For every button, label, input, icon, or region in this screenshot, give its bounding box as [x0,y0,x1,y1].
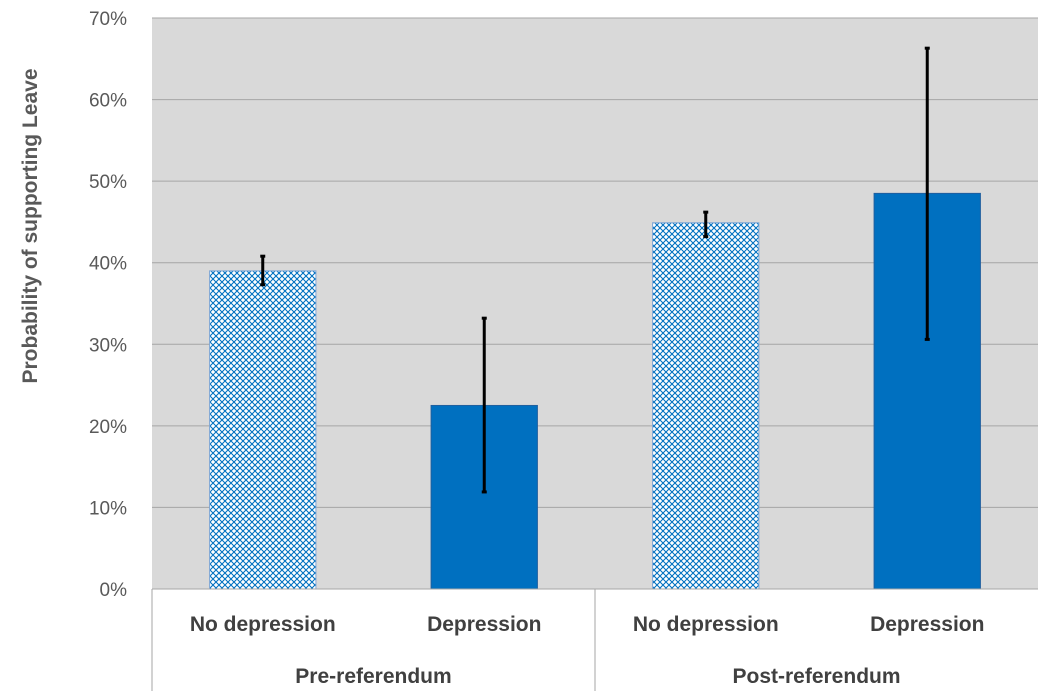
x-group-label: Pre-referendum [295,665,451,688]
x-category-label: Depression [870,613,984,636]
y-axis-label: Probability of supporting Leave [19,68,42,383]
y-axis-ticks: 0% 10% 20% 30% 40% 50% 60% 70% [89,9,127,601]
bar [209,270,317,590]
y-tick-label: 0% [100,580,128,601]
y-tick-label: 50% [89,172,127,193]
x-category-label: Depression [427,613,541,636]
y-tick-label: 40% [89,254,127,275]
y-tick-label: 70% [89,9,127,30]
y-tick-label: 60% [89,91,127,112]
x-group-label: Post-referendum [732,665,900,688]
y-tick-label: 10% [89,498,127,519]
error-bars [260,46,930,494]
x-category-label: No depression [190,613,336,636]
y-tick-label: 20% [89,417,127,438]
y-tick-label: 30% [89,335,127,356]
x-category-label: No depression [633,613,779,636]
bar [652,222,760,590]
x-axis: No depression Depression Pre-referendum No … [151,588,1038,691]
